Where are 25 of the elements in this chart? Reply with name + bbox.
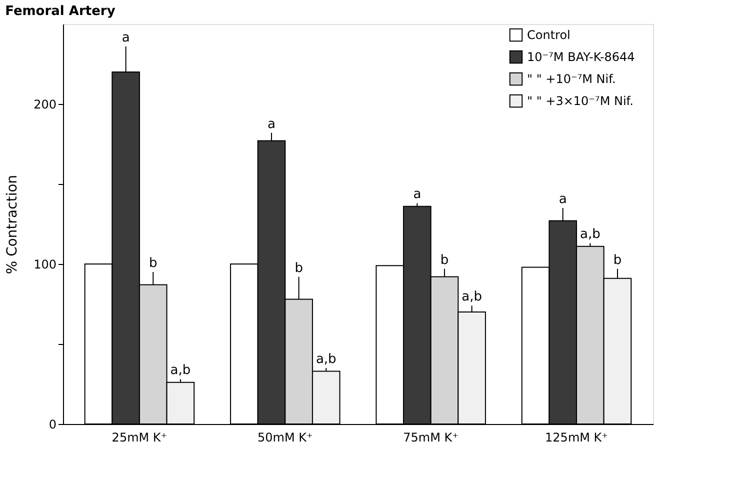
chart-title: Femoral Artery <box>5 4 116 19</box>
y-tick-label: 100 <box>34 258 56 272</box>
legend-label: " " +10⁻⁷M Nif. <box>527 72 616 86</box>
x-tick-label: 50mM K⁺ <box>257 430 313 444</box>
y-tick-label: 200 <box>34 98 56 112</box>
annotation: a,b <box>316 352 336 367</box>
x-tick-label: 125mM K⁺ <box>545 430 608 444</box>
y-axis-title: % Contraction <box>4 174 21 274</box>
legend-label: 10⁻⁷M BAY-K-8644 <box>527 50 635 64</box>
annotation: b <box>149 256 158 271</box>
legend-label: " " +3×10⁻⁷M Nif. <box>527 94 634 108</box>
y-tick-label: 0 <box>48 418 56 432</box>
annotation: a,b <box>170 363 191 378</box>
annotation: a <box>413 187 422 202</box>
x-tick-label: 25mM K⁺ <box>112 430 168 444</box>
x-tick-label: 75mM K⁺ <box>403 430 459 444</box>
annotation: b <box>440 252 449 268</box>
legend-label: Control <box>527 28 570 42</box>
annotation: a <box>122 30 130 46</box>
annotation: b <box>613 252 622 268</box>
annotation: b <box>294 260 303 276</box>
annotation: a,b <box>462 290 482 305</box>
annotation: a <box>558 192 567 207</box>
annotation: a <box>268 116 276 132</box>
annotation: a,b <box>580 227 600 242</box>
